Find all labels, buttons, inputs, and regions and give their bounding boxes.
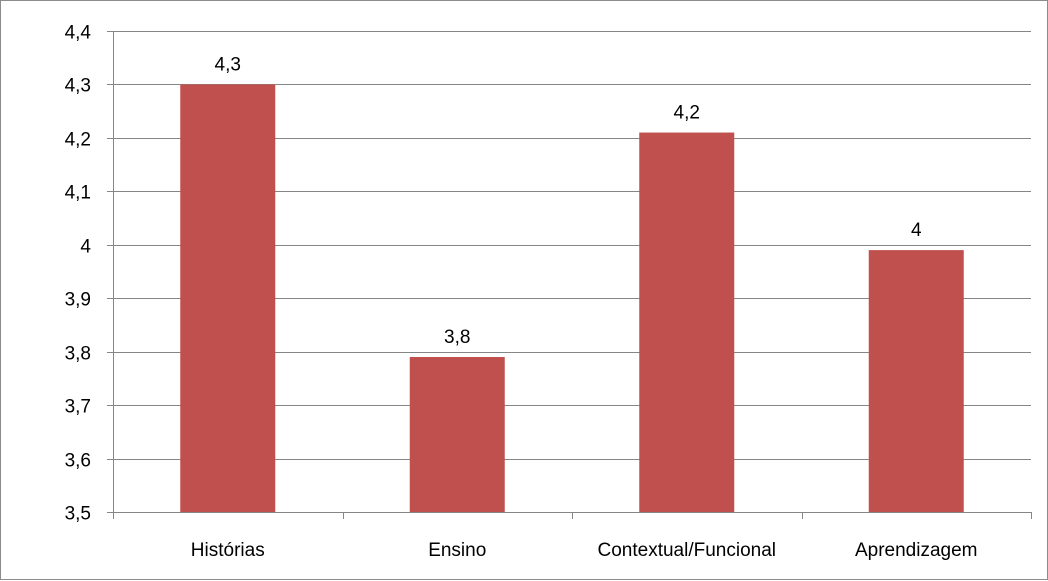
x-category-label: Contextual/Funcional [598, 540, 777, 561]
x-category-label: Aprendizagem [855, 540, 978, 561]
y-axis-tick-labels: 3,5 3,6 3,7 3,8 3,9 4 4,1 4,2 4,3 4,4 [65, 23, 92, 525]
y-tick-label: 3,5 [65, 504, 91, 525]
y-tick-label: 4,3 [65, 76, 91, 97]
data-label: 4,3 [215, 54, 241, 75]
x-category-label: Ensino [428, 540, 486, 561]
bars [180, 84, 964, 513]
data-label: 3,8 [444, 327, 470, 348]
y-tick-label: 3,6 [65, 451, 91, 472]
bar [868, 250, 964, 512]
y-tick-label: 4,4 [65, 23, 92, 44]
x-category-label: Histórias [191, 540, 265, 561]
data-labels: 4,3 3,8 4,2 4 [215, 54, 922, 348]
data-label: 4 [911, 220, 922, 241]
axes [107, 31, 1032, 519]
y-tick-label: 3,9 [65, 290, 91, 311]
bar [180, 84, 276, 512]
y-tick-label: 4,1 [65, 183, 91, 204]
bar [639, 132, 735, 513]
y-tick-label: 3,7 [65, 397, 91, 418]
y-tick-label: 4,2 [65, 130, 91, 151]
y-tick-label: 3,8 [65, 344, 91, 365]
x-axis-category-labels: Histórias Ensino Contextual/Funcional Apren… [191, 540, 978, 561]
y-tick-label: 4 [80, 237, 91, 258]
bar [409, 357, 505, 512]
data-label: 4,2 [674, 103, 700, 124]
